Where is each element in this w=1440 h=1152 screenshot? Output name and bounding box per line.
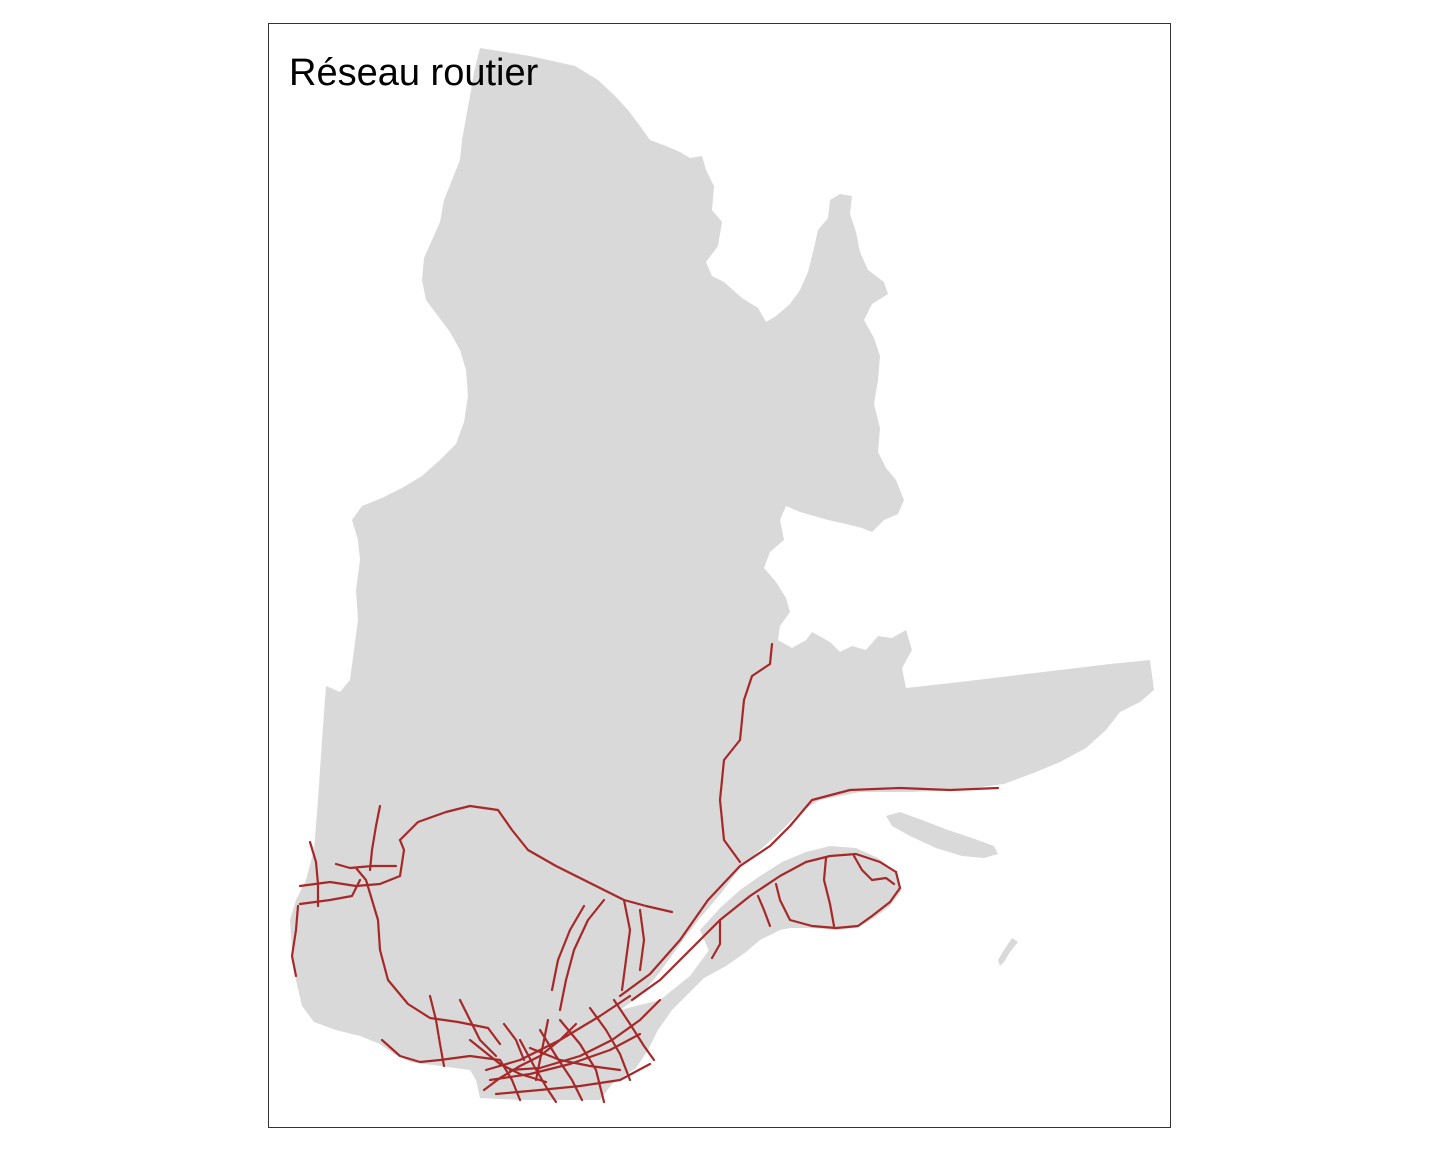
road-corridor-7 [558,1018,606,1104]
road-laurentides-to-quebec [620,898,632,992]
road-central-2 [638,908,646,972]
road-abitibi-1 [298,838,406,888]
road-gaspe-cross-3 [756,894,772,928]
anticosti-island [886,812,998,858]
road-network [290,642,1000,1104]
road-gaspe-cross-4 [710,918,722,960]
magdalen-islands [998,938,1018,966]
road-saguenay-south [558,898,606,1012]
road-abitibi-4 [354,866,502,1046]
road-corridor-12 [528,1046,622,1072]
road-corridor-14 [482,1022,578,1092]
gaspesie-polygon [700,846,902,958]
road-north-labrador [718,642,774,864]
road-abitibi-7 [298,878,362,906]
road-gaspe-loop [774,870,902,930]
road-corridor-3 [494,1062,652,1096]
road-gaspe-cross-2 [852,854,896,886]
road-corridor-10 [502,1022,526,1062]
road-outaouais-1 [380,1038,502,1064]
road-abitibi-5 [368,804,382,872]
map-title: Réseau routier [289,52,539,94]
road-corridor-13 [508,998,662,1072]
road-corridor-2 [488,1032,642,1082]
road-corridor-15 [534,1018,550,1082]
road-south-shore [630,852,898,1002]
road-abitibi-6 [334,862,398,870]
mainland-polygon [290,48,1154,1100]
road-central-1 [550,904,586,992]
road-corridor-9 [612,998,656,1062]
road-corridor-6 [538,1028,584,1102]
road-outaouais-3 [458,998,498,1058]
road-north-shore [618,786,1000,998]
road-abitibi-2 [308,840,320,908]
road-gaspe-cross-1 [822,856,836,928]
road-outaouais-2 [428,994,446,1068]
road-corridor-5 [518,1038,558,1104]
road-corridor-8 [588,1006,632,1082]
road-abitibi-3 [290,904,300,978]
road-saguenay [574,874,674,914]
road-laurentides-north [398,804,578,878]
quebec-landmass [290,48,1154,1100]
